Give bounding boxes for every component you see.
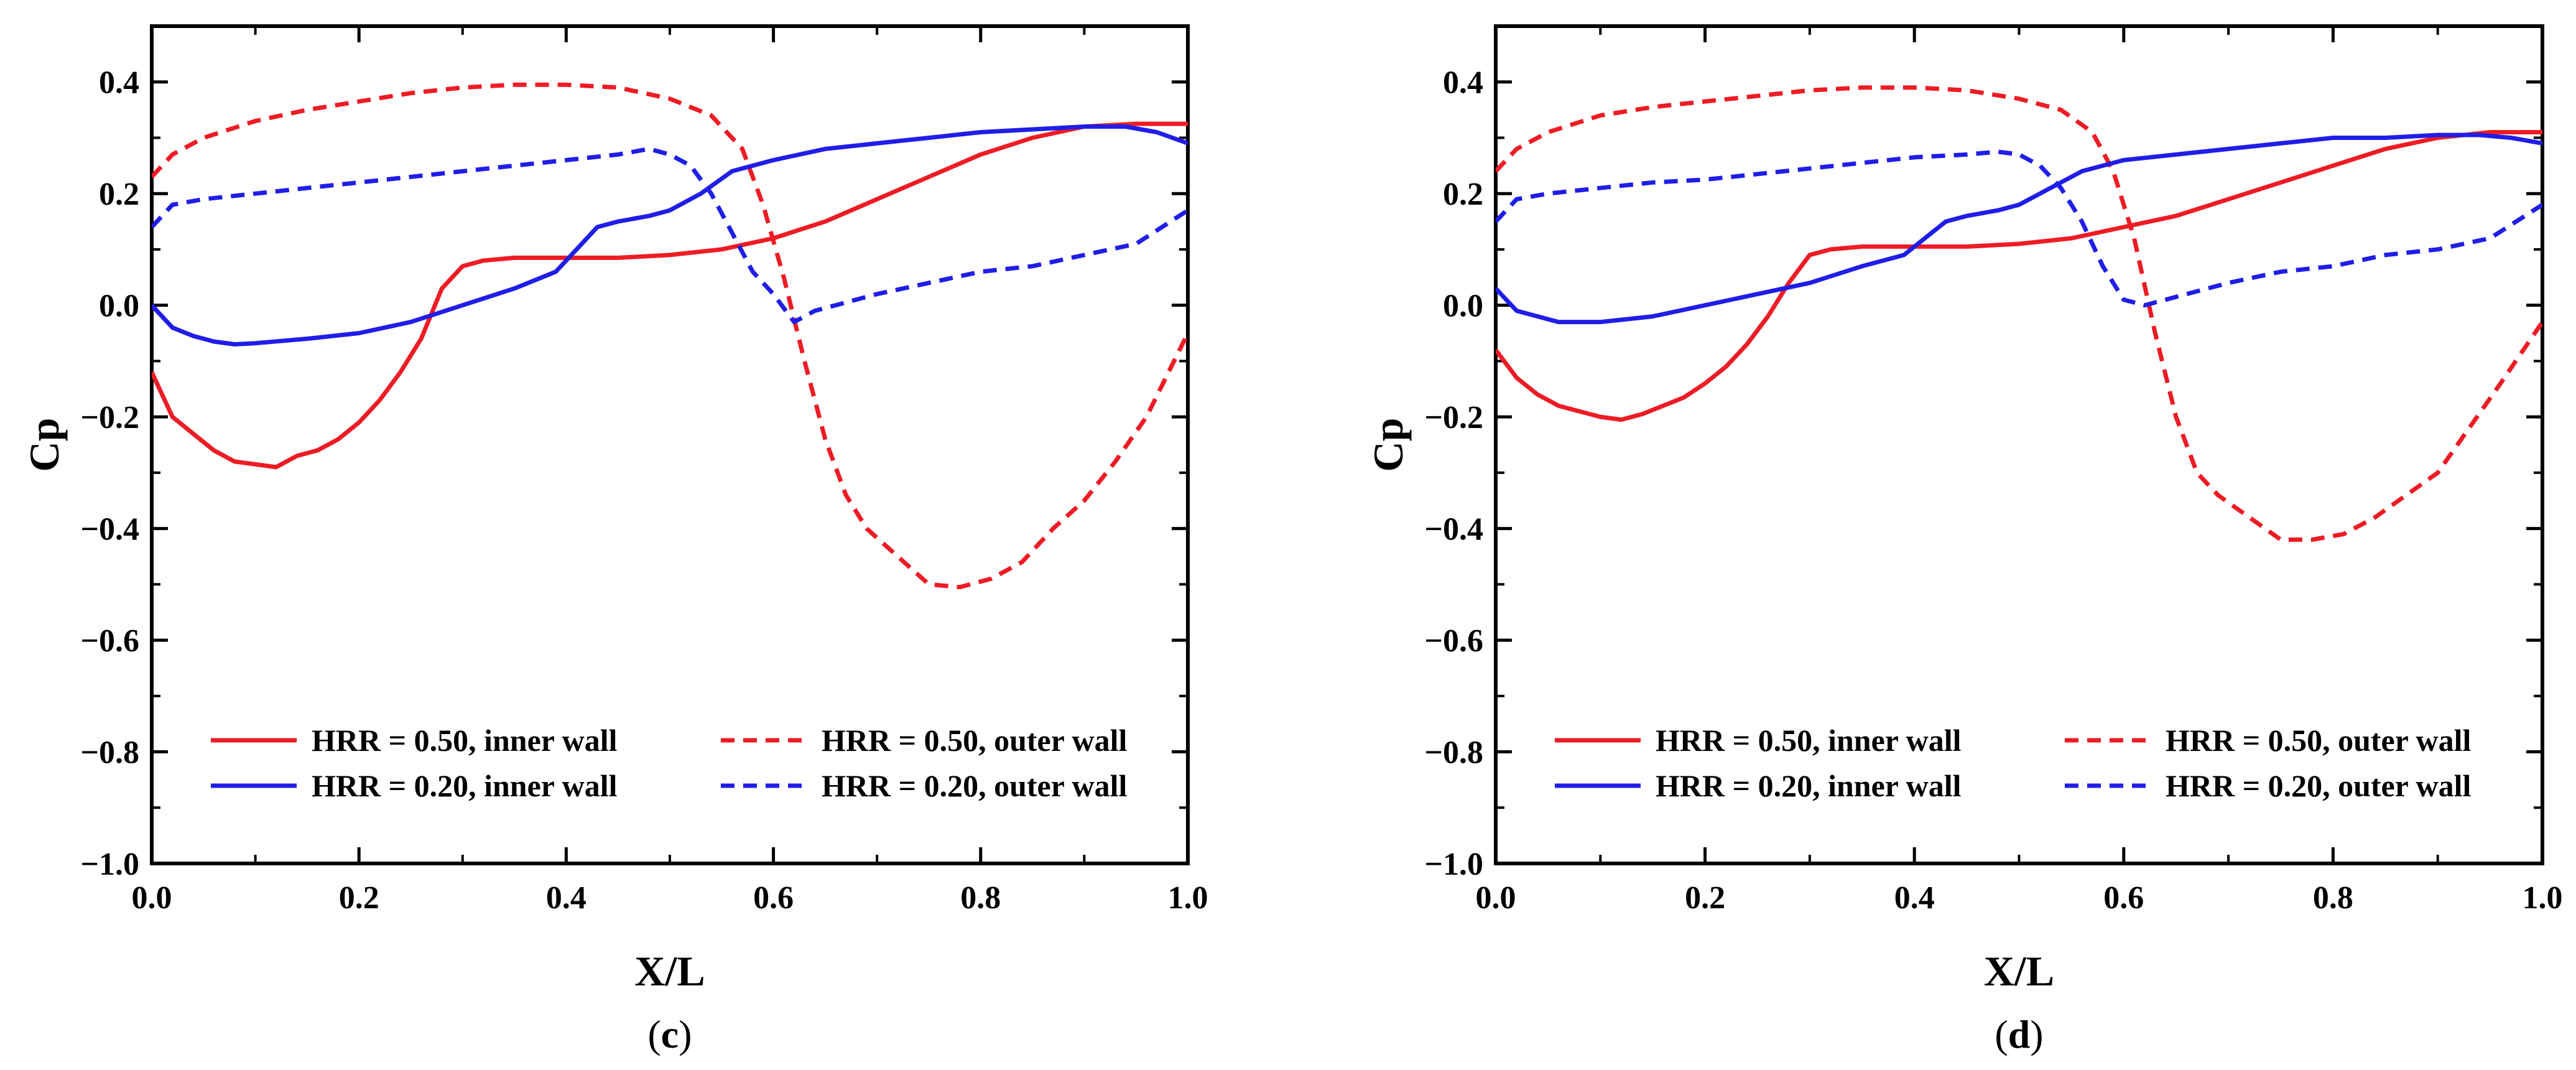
x-axis-title: X/L <box>1984 947 2054 995</box>
y-tick-label: −0.6 <box>1424 623 1483 659</box>
y-tick-label: −0.2 <box>1424 400 1483 435</box>
y-axis-title: Cp <box>1364 418 1412 472</box>
series-group <box>152 82 1188 590</box>
x-tick-label: 0.4 <box>546 880 586 916</box>
x-tick-label: 0.8 <box>960 880 1001 916</box>
x-tick-label: 0.2 <box>339 880 379 916</box>
panel-label: (c) <box>647 1012 692 1056</box>
panel-label: (d) <box>1995 1012 2043 1056</box>
y-tick-label: 0.2 <box>1443 177 1483 212</box>
y-tick-label: 0.0 <box>1443 289 1483 324</box>
y-tick-label: −0.2 <box>80 400 139 435</box>
legend-label: HRR = 0.20, outer wall <box>822 768 1128 803</box>
x-tick-label: 0.8 <box>2313 880 2353 916</box>
y-tick-label: −0.8 <box>80 735 139 771</box>
legend: HRR = 0.50, inner wall HRR = 0.50, outer … <box>1555 723 2472 803</box>
series-line-outer-1 <box>152 82 1188 590</box>
y-tick-label: 0.0 <box>99 289 139 324</box>
legend-label: HRR = 0.20, inner wall <box>1656 768 1962 803</box>
legend-label: HRR = 0.20, inner wall <box>312 768 618 803</box>
y-tick-label: −1.0 <box>80 847 139 882</box>
panel-label-letter: c <box>661 1012 679 1056</box>
legend-label: HRR = 0.50, outer wall <box>822 723 1128 758</box>
y-tick-label: −0.4 <box>80 512 139 547</box>
y-tick-label: −1.0 <box>1424 847 1483 882</box>
legend-label: HRR = 0.50, outer wall <box>2166 723 2472 758</box>
x-tick-label: 0.6 <box>753 880 794 916</box>
y-tick-label: −0.8 <box>1424 735 1483 771</box>
series-line-inner-2 <box>152 124 1188 347</box>
y-tick-label: 0.2 <box>99 177 139 212</box>
panel-label-open: ( <box>1995 1012 2008 1056</box>
chart-panel-d: 0.0 0.2 0.4 0.6 0.8 1.0 −1.0 −0.8 −0.6 −0.4 −0.2 0.… <box>1364 24 2563 1056</box>
series-group <box>1496 85 2542 542</box>
x-tick-label: 0.6 <box>2103 880 2144 916</box>
panel-label-close: ) <box>679 1012 692 1056</box>
y-axis-title: Cp <box>21 418 68 472</box>
panel-label-letter: d <box>2008 1012 2031 1056</box>
series-line-outer-3 <box>152 146 1188 325</box>
legend-label: HRR = 0.50, inner wall <box>312 723 618 758</box>
x-tick-label: 1.0 <box>2523 880 2563 916</box>
legend-label: HRR = 0.20, outer wall <box>2166 768 2472 803</box>
legend: HRR = 0.50, inner wall HRR = 0.50, outer … <box>211 723 1128 803</box>
y-tick-label: −0.6 <box>80 623 139 659</box>
series-line-inner-2 <box>1496 133 2542 325</box>
x-tick-label: 0.0 <box>1476 880 1516 916</box>
y-tick-label: −0.4 <box>1424 512 1483 547</box>
chart-panel-c: 0.0 0.2 0.4 0.6 0.8 1.0 −1.0 −0.8 −0.6 −0.4 −0.2 0.… <box>21 24 1208 1056</box>
y-tick-label: 0.4 <box>99 65 139 101</box>
series-line-outer-1 <box>1496 85 2542 542</box>
x-tick-label: 1.0 <box>1168 880 1208 916</box>
series-line-outer-3 <box>1496 149 2542 308</box>
series-line-inner-0 <box>1496 130 2542 422</box>
x-tick-label: 0.4 <box>1894 880 1935 916</box>
panel-label-close: ) <box>2030 1012 2043 1056</box>
x-axis-title: X/L <box>634 947 705 995</box>
x-tick-label: 0.2 <box>1685 880 1725 916</box>
panel-label-open: ( <box>647 1012 660 1056</box>
series-line-inner-0 <box>152 121 1188 470</box>
x-tick-label: 0.0 <box>132 880 172 916</box>
legend-label: HRR = 0.50, inner wall <box>1656 723 1962 758</box>
y-tick-label: 0.4 <box>1443 65 1483 101</box>
